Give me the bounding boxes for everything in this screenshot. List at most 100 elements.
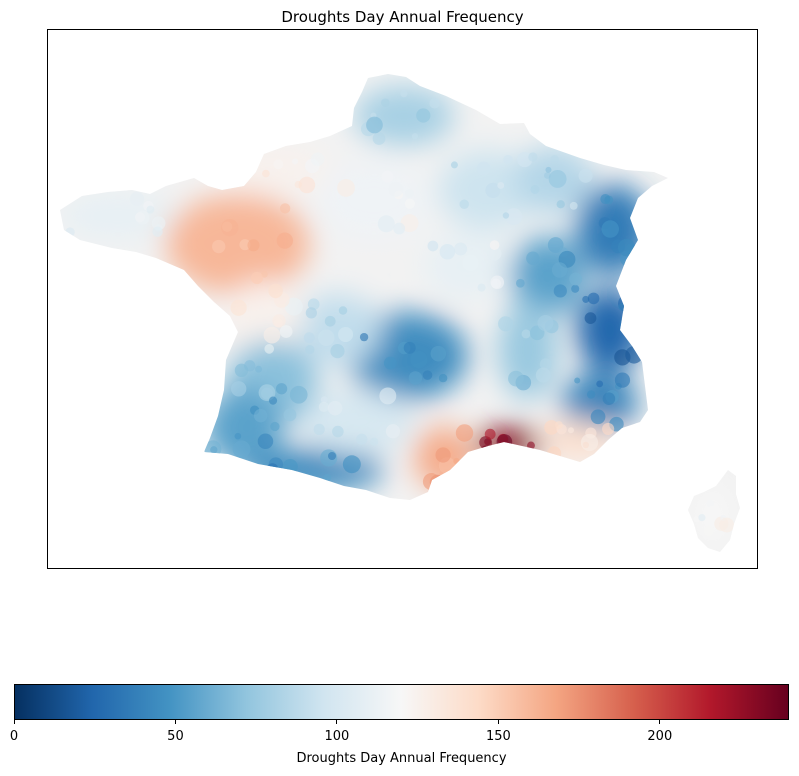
region-texture-patch — [250, 271, 264, 285]
region-texture-patch — [567, 427, 575, 434]
region-texture-patch — [232, 440, 251, 459]
region-texture-patch — [537, 314, 554, 332]
region-texture-patch — [307, 298, 320, 311]
region-texture-patch — [383, 356, 397, 370]
region-texture-patch — [289, 385, 308, 404]
region-texture-patch — [571, 284, 580, 293]
region-texture-patch — [574, 377, 581, 384]
region-texture-patch — [381, 98, 390, 107]
region-texture-patch — [332, 425, 344, 438]
region-texture-patch — [377, 215, 395, 233]
region-texture-patch — [239, 239, 251, 251]
region-texture-patch — [450, 161, 458, 169]
region-texture-patch — [527, 441, 535, 450]
region-texture-patch — [556, 200, 565, 209]
region-texture-patch — [600, 193, 611, 205]
region-texture-patch — [569, 201, 578, 210]
region-texture-patch — [614, 372, 631, 388]
region-midi-pyrenees — [302, 388, 414, 456]
region-texture-patch — [435, 447, 451, 463]
region-texture-patch — [578, 168, 593, 183]
colorbar-tick-mark — [13, 720, 15, 724]
region-texture-patch — [152, 226, 163, 237]
region-texture-patch — [263, 326, 281, 344]
colorbar-tick-label: 100 — [324, 729, 350, 744]
region-texture-patch — [411, 133, 419, 140]
region-texture-patch — [508, 370, 524, 387]
region-texture-patch — [584, 312, 597, 324]
region-texture-patch — [284, 297, 303, 316]
region-texture-patch — [324, 315, 336, 327]
region-texture-patch — [261, 270, 268, 278]
region-texture-patch — [247, 239, 260, 252]
region-texture-patch — [313, 423, 325, 435]
region-texture-patch — [327, 400, 343, 416]
region-texture-patch — [602, 422, 615, 436]
colorbar-tick-mark — [174, 720, 176, 724]
region-texture-patch — [635, 245, 650, 260]
colorbar-tick-mark — [659, 720, 661, 724]
region-texture-patch — [590, 409, 606, 425]
region-texture-patch — [327, 451, 337, 461]
region-texture-patch — [342, 455, 361, 474]
region-texture-patch — [400, 214, 419, 233]
region-texture-patch — [698, 514, 706, 522]
region-texture-patch — [569, 272, 583, 286]
region-texture-patch — [279, 325, 293, 338]
region-texture-patch — [366, 116, 383, 134]
region-texture-patch — [230, 381, 247, 397]
region-texture-patch — [410, 351, 428, 369]
region-corsica — [692, 482, 732, 550]
region-texture-patch — [485, 182, 501, 198]
region-texture-patch — [553, 284, 567, 298]
region-texture-patch — [283, 408, 297, 422]
region-texture-patch — [582, 295, 590, 303]
region-texture-patch — [146, 205, 155, 214]
region-texture-patch — [587, 292, 600, 305]
region-texture-patch — [403, 341, 416, 354]
region-texture-patch — [279, 203, 291, 214]
region-texture-patch — [596, 380, 604, 388]
region-texture-patch — [320, 396, 328, 404]
region-texture-patch — [276, 232, 294, 249]
colorbar-tick-mark — [497, 720, 499, 724]
region-texture-patch — [405, 189, 414, 198]
region-texture-patch — [318, 401, 330, 413]
region-texture-patch — [258, 384, 276, 402]
region-texture-patch — [454, 242, 468, 256]
region-texture-patch — [438, 373, 448, 383]
region-texture-patch — [496, 434, 513, 450]
region-texture-patch — [234, 432, 242, 440]
region-texture-patch — [275, 383, 288, 395]
region-texture-patch — [545, 166, 552, 173]
colorbar-tick-label: 50 — [167, 729, 184, 744]
region-texture-patch — [703, 525, 715, 536]
region-texture-patch — [337, 179, 355, 197]
region-texture-patch — [65, 227, 75, 237]
region-texture-patch — [298, 176, 316, 194]
colorbar — [14, 684, 789, 720]
region-texture-patch — [462, 254, 479, 272]
region-texture-patch — [253, 408, 268, 423]
region-texture-patch — [404, 198, 416, 209]
region-texture-patch — [400, 89, 408, 98]
region-texture-patch — [521, 329, 531, 339]
region-texture-patch — [151, 216, 166, 231]
region-texture-patch — [498, 316, 514, 332]
region-texture-patch — [422, 370, 433, 380]
region-texture-patch — [516, 278, 525, 288]
region-texture-patch — [305, 307, 317, 319]
region-texture-patch — [422, 473, 441, 491]
region-texture-patch — [453, 457, 460, 465]
colorbar-label: Droughts Day Annual Frequency — [296, 751, 507, 766]
region-texture-patch — [693, 516, 700, 523]
region-texture-patch — [439, 243, 456, 260]
region-pays-de-la-loire — [166, 194, 310, 294]
region-texture-patch — [719, 517, 735, 533]
region-texture-patch — [504, 444, 522, 462]
region-texture-patch — [430, 345, 447, 362]
region-texture-patch — [129, 191, 145, 206]
region-texture-patch — [535, 367, 551, 383]
region-texture-patch — [310, 152, 325, 167]
region-texture-patch — [221, 221, 233, 232]
